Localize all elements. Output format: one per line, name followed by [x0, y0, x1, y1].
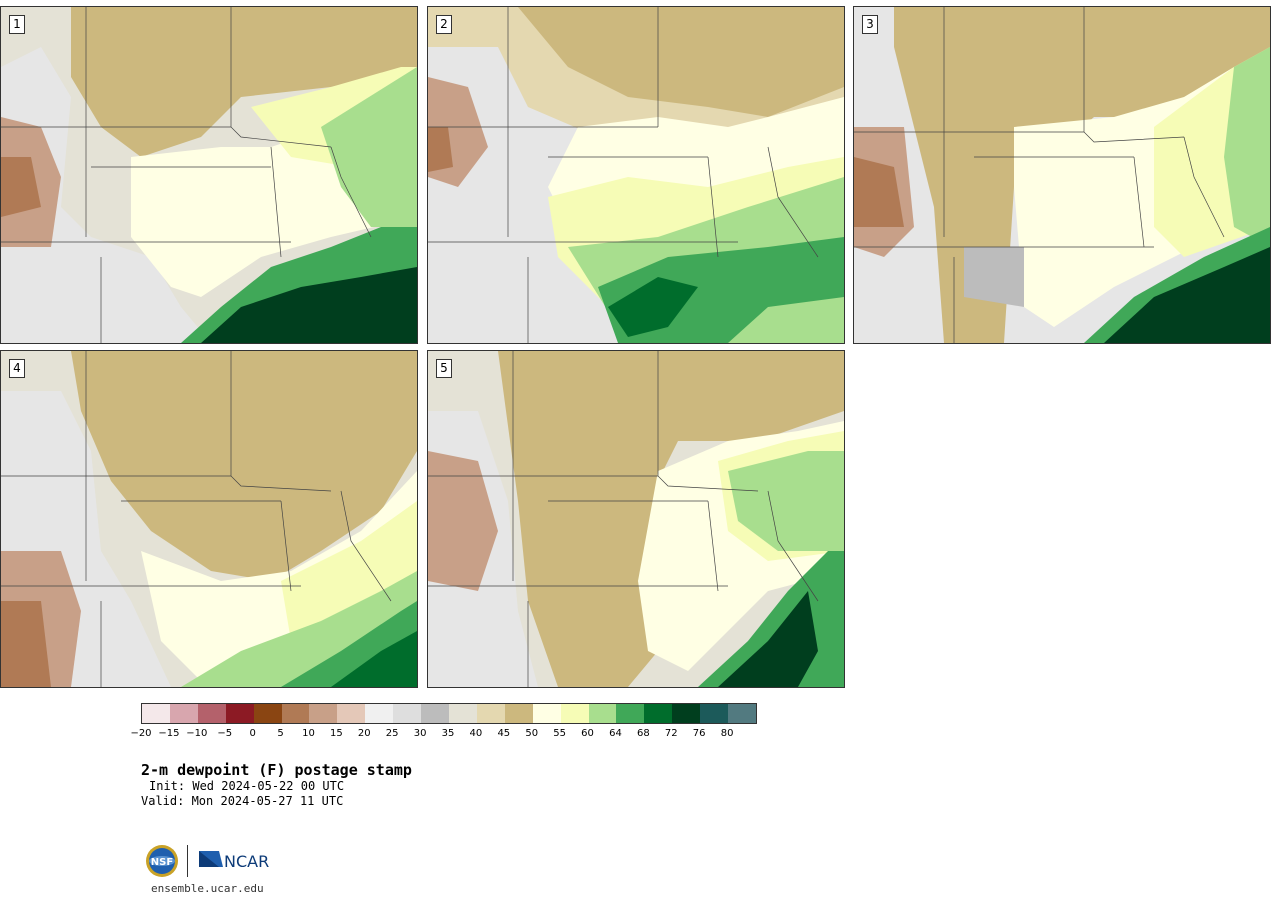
colorbar-swatch — [448, 704, 477, 723]
colorbar-tick-label: 72 — [664, 728, 678, 739]
colorbar-swatch — [169, 704, 198, 723]
colorbar-tick-label: 76 — [692, 728, 706, 739]
valid-time: Valid: Mon 2024-05-27 11 UTC — [141, 794, 344, 808]
colorbar-tick-label: 55 — [553, 728, 566, 739]
map-panel-5: 5 — [427, 350, 845, 688]
colorbar-tick-label: 64 — [609, 728, 622, 739]
map-panel-3: 3 — [853, 6, 1271, 344]
nsf-logo-icon: NSF — [146, 845, 178, 877]
colorbar-tick-label: 10 — [302, 728, 315, 739]
logo-divider — [187, 845, 188, 877]
colorbar-swatch — [476, 704, 505, 723]
dewpoint-map-5 — [428, 351, 844, 687]
colorbar-tick-label: 80 — [720, 728, 734, 739]
colorbar-swatch — [560, 704, 589, 723]
colorbar-swatch — [393, 704, 422, 723]
colorbar-swatch — [309, 704, 338, 723]
colorbar-swatch — [142, 704, 170, 723]
panel-number: 1 — [9, 15, 25, 34]
colorbar-tick-label: 25 — [385, 728, 399, 739]
colorbar-swatch — [672, 704, 701, 723]
colorbar-tick-label: 45 — [497, 728, 511, 739]
panel-number: 2 — [436, 15, 452, 34]
colorbar-swatch — [281, 704, 310, 723]
dewpoint-map-3 — [854, 7, 1270, 343]
colorbar-swatch — [253, 704, 282, 723]
colorbar-tick-label: 40 — [469, 728, 483, 739]
colorbar-tick-label: 68 — [636, 728, 650, 739]
colorbar-tick-label: 0 — [249, 728, 256, 739]
colorbar-tick-label: −15 — [158, 728, 180, 739]
colorbar-tick-label: 5 — [277, 728, 284, 739]
ncar-logo-text: NCAR — [224, 852, 269, 871]
colorbar-tick-label: −20 — [130, 728, 152, 739]
colorbar-swatch — [616, 704, 645, 723]
colorbar-swatch — [728, 704, 756, 723]
colorbar-tick-label: 15 — [329, 728, 343, 739]
colorbar-tick-label: −10 — [186, 728, 208, 739]
colorbar-swatch — [532, 704, 561, 723]
colorbar-swatch — [365, 704, 394, 723]
ncar-logo-icon: NCAR — [199, 851, 269, 871]
chart-title: 2-m dewpoint (F) postage stamp — [141, 761, 412, 779]
colorbar-tick-label: 20 — [357, 728, 371, 739]
map-panel-4: 4 — [0, 350, 418, 688]
colorbar-tick-label: 60 — [581, 728, 594, 739]
panel-number: 5 — [436, 359, 452, 378]
dewpoint-map-1 — [1, 7, 417, 343]
colorbar-swatch — [337, 704, 366, 723]
colorbar-swatch — [644, 704, 673, 723]
colorbar-swatch — [700, 704, 729, 723]
panel-number: 3 — [862, 15, 878, 34]
colorbar-tick-label: 35 — [441, 728, 455, 739]
dewpoint-map-2 — [428, 7, 844, 343]
map-panel-1: 1 — [0, 6, 418, 344]
colorbar-tick-label: −5 — [217, 728, 233, 739]
colorbar-swatch — [588, 704, 617, 723]
colorbar-tick-label: 50 — [525, 728, 539, 739]
colorbar-ticks: −20 −15 −10 −5 0 5 10 15 20 25 30 35 40 45 50 55 60 64 68 7… — [130, 728, 755, 742]
colorbar-tick-label: 30 — [413, 728, 427, 739]
nsf-logo-text: NSF — [151, 857, 173, 868]
colorbar-swatch — [421, 704, 449, 723]
colorbar-swatch — [225, 704, 254, 723]
dewpoint-map-4 — [1, 351, 417, 687]
colorbar — [141, 703, 757, 724]
colorbar-swatch — [504, 704, 533, 723]
colorbar-swatch — [197, 704, 226, 723]
init-time: Init: Wed 2024-05-22 00 UTC — [149, 779, 345, 793]
panel-number: 4 — [9, 359, 25, 378]
site-url: ensemble.ucar.edu — [151, 882, 264, 895]
map-panel-2: 2 — [427, 6, 845, 344]
